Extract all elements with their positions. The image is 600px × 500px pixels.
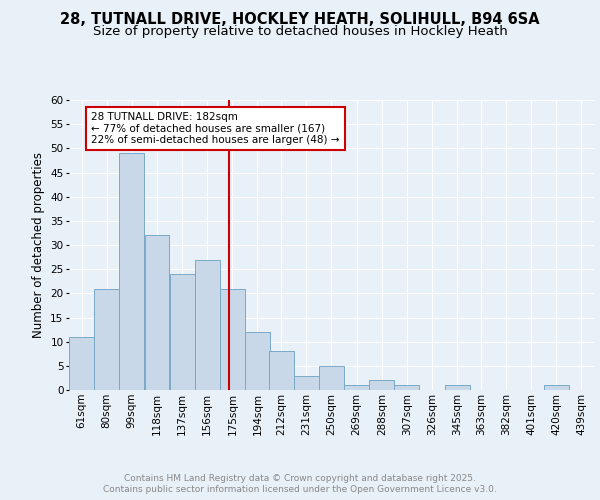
Text: 28, TUTNALL DRIVE, HOCKLEY HEATH, SOLIHULL, B94 6SA: 28, TUTNALL DRIVE, HOCKLEY HEATH, SOLIHU…	[60, 12, 540, 28]
Bar	[269, 352, 293, 390]
Bar	[220, 288, 245, 390]
Bar	[445, 385, 470, 390]
Bar	[370, 380, 394, 390]
Bar	[145, 236, 169, 390]
Bar	[170, 274, 194, 390]
Bar	[94, 288, 119, 390]
Bar	[69, 337, 94, 390]
Text: Contains HM Land Registry data © Crown copyright and database right 2025.
Contai: Contains HM Land Registry data © Crown c…	[103, 474, 497, 494]
Bar	[195, 260, 220, 390]
Bar	[294, 376, 319, 390]
Bar	[319, 366, 344, 390]
Text: Size of property relative to detached houses in Hockley Heath: Size of property relative to detached ho…	[92, 25, 508, 38]
Text: 28 TUTNALL DRIVE: 182sqm
← 77% of detached houses are smaller (167)
22% of semi-: 28 TUTNALL DRIVE: 182sqm ← 77% of detach…	[91, 112, 340, 146]
Bar	[119, 153, 144, 390]
Y-axis label: Number of detached properties: Number of detached properties	[32, 152, 44, 338]
Bar	[344, 385, 369, 390]
Bar	[544, 385, 569, 390]
Bar	[245, 332, 270, 390]
Bar	[394, 385, 419, 390]
